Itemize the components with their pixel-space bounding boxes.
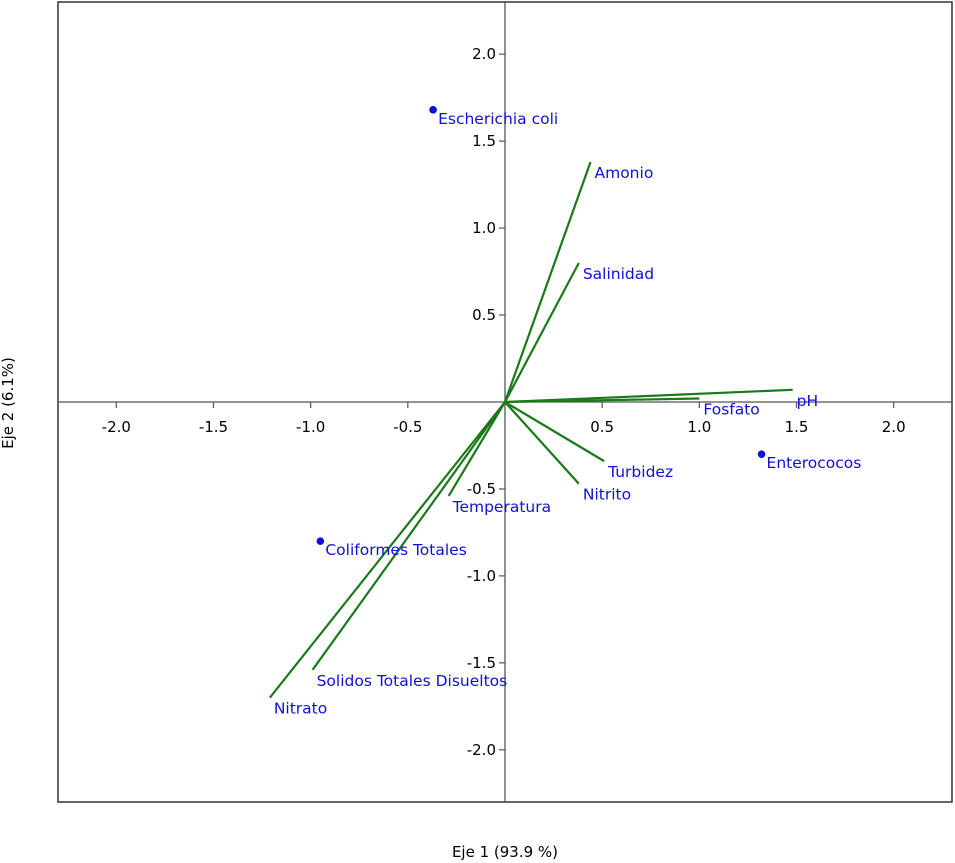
vector-label: pH bbox=[797, 392, 819, 410]
y-tick-label: -1.5 bbox=[467, 654, 496, 672]
x-tick-label: -0.5 bbox=[393, 418, 422, 436]
x-tick-label: 2.0 bbox=[882, 418, 906, 436]
x-tick-label: 1.5 bbox=[785, 418, 809, 436]
vectors-layer bbox=[268, 161, 793, 699]
point-label: Enterococos bbox=[767, 454, 862, 472]
vector-line bbox=[503, 161, 592, 403]
x-tick-label: -1.5 bbox=[199, 418, 228, 436]
x-tick-label: -1.0 bbox=[296, 418, 325, 436]
vector-line bbox=[504, 401, 605, 463]
y-tick-label: -2.0 bbox=[467, 741, 496, 759]
y-tick-label: 1.0 bbox=[472, 219, 496, 237]
labels-layer: Amonio Salinidad pH Fosfato Turbidez Nitrito T… bbox=[274, 110, 862, 718]
points-layer bbox=[316, 106, 766, 545]
vector-line bbox=[504, 397, 700, 404]
point-label: Escherichia coli bbox=[438, 110, 558, 128]
y-tick-label: 1.5 bbox=[472, 132, 496, 150]
x-axis-title: Eje 1 (93.9 %) bbox=[452, 843, 558, 861]
vector-line bbox=[268, 401, 506, 699]
vector-label: Amonio bbox=[595, 164, 654, 182]
vector-line bbox=[311, 401, 506, 671]
vector-line bbox=[447, 401, 506, 497]
vector-line bbox=[504, 401, 580, 485]
x-tick-label: 0.5 bbox=[590, 418, 614, 436]
vector-line bbox=[504, 388, 793, 404]
vector-label: Salinidad bbox=[583, 265, 654, 283]
ticks-layer: -2.0 -1.5 -1.0 -0.5 0.5 1.0 1.5 2.0 2.0 1.5 1.0 0.5… bbox=[102, 45, 906, 759]
vector-label: Temperatura bbox=[452, 498, 552, 516]
data-point bbox=[757, 450, 766, 458]
y-tick-label: 2.0 bbox=[472, 45, 496, 63]
point-label: Coliformes Totales bbox=[325, 541, 466, 559]
y-tick-label: 0.5 bbox=[472, 306, 496, 324]
vector-label: Turbidez bbox=[607, 463, 673, 481]
vector-line bbox=[504, 262, 580, 403]
vector-label: Nitrato bbox=[274, 700, 327, 718]
vector-label: Solidos Totales Disueltos bbox=[317, 672, 508, 690]
y-axis-title: Eje 2 (6.1%) bbox=[0, 357, 17, 449]
y-tick-label: -0.5 bbox=[467, 480, 496, 498]
data-point bbox=[316, 537, 325, 545]
x-tick-label: 1.0 bbox=[687, 418, 711, 436]
vector-label: Fosfato bbox=[703, 401, 759, 419]
x-tick-label: -2.0 bbox=[102, 418, 131, 436]
vector-label: Nitrito bbox=[583, 486, 631, 504]
data-point bbox=[429, 106, 437, 114]
y-tick-label: -1.0 bbox=[467, 567, 496, 585]
